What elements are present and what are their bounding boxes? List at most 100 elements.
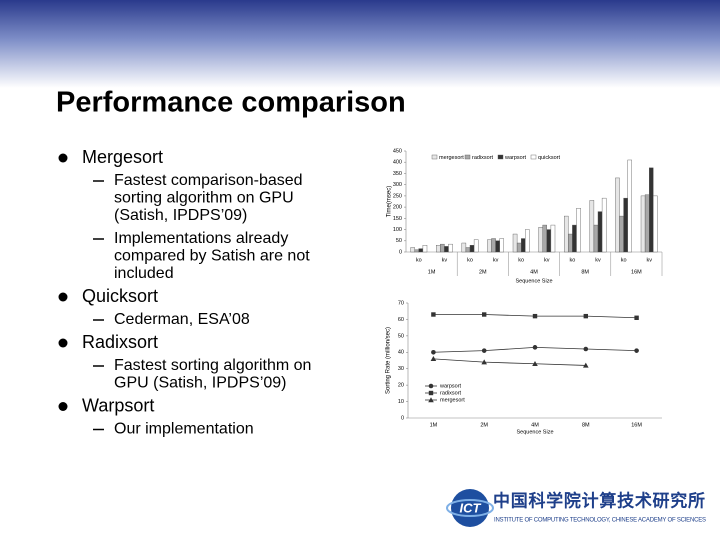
bar — [418, 248, 424, 253]
bar — [495, 240, 500, 253]
bar — [487, 239, 492, 253]
group-label: 16M — [631, 269, 642, 275]
marker — [431, 312, 436, 317]
slide-title: Performance comparison — [56, 87, 406, 119]
y-tick-label: 10 — [398, 399, 404, 405]
bar — [461, 242, 467, 253]
sub-bullet-text: Our implementation — [114, 421, 254, 438]
legend-swatch — [431, 154, 438, 160]
y-tick-label: 450 — [393, 148, 402, 154]
y-axis-label: Sorting Rate (million/sec) — [386, 327, 392, 394]
x-tick-label: 16M — [631, 422, 642, 428]
x-tick-label: kv — [595, 257, 601, 263]
marker — [583, 346, 589, 352]
marker — [430, 356, 437, 362]
bar — [623, 197, 628, 253]
legend-marker — [428, 397, 434, 403]
legend-label: mergesort — [439, 155, 464, 161]
legend-label: warpsort — [504, 155, 527, 161]
bar — [469, 245, 475, 253]
x-tick-label: kv — [493, 257, 499, 263]
chart-frame — [380, 297, 667, 439]
logo-ring — [446, 499, 494, 517]
bar — [499, 238, 504, 253]
bar — [649, 167, 654, 253]
legend-marker — [428, 383, 434, 389]
y-tick-label: 250 — [393, 193, 402, 199]
legend-swatch — [530, 154, 537, 160]
marker — [532, 360, 538, 366]
x-tick-label: ko — [621, 257, 627, 263]
x-tick-label: ko — [569, 257, 575, 263]
y-axis-label: Time(msec) — [387, 186, 393, 217]
bullet-dot — [58, 402, 68, 411]
bar — [576, 208, 581, 253]
x-tick-label: kv — [544, 257, 550, 263]
bar — [436, 245, 441, 253]
bullet-text: Warpsort — [82, 395, 154, 415]
marker — [532, 345, 538, 350]
bar — [572, 224, 577, 253]
bar — [512, 233, 518, 253]
group-label: 8M — [581, 269, 589, 275]
x-tick-label: 8M — [582, 422, 590, 428]
x-tick-label: kv — [442, 257, 448, 263]
bar — [422, 245, 428, 253]
bullet-dot — [58, 153, 68, 163]
y-tick-label: 0 — [399, 249, 402, 255]
sub-bullet-text: GPU (Satish, IPDPS’09) — [114, 375, 287, 392]
legend-marker — [428, 390, 434, 396]
y-tick-label: 40 — [398, 350, 404, 356]
sub-bullet-text: sorting algorithm on GPU — [114, 190, 294, 207]
bar — [627, 159, 632, 253]
series-line — [433, 358, 586, 366]
bar — [491, 238, 496, 253]
y-tick-label: 50 — [396, 238, 402, 244]
y-tick-label: 200 — [393, 205, 402, 211]
legend-label: radixsort — [440, 390, 462, 396]
x-axis-label: Sequence Size — [516, 278, 553, 284]
marker — [481, 359, 487, 365]
group-label: 1M — [428, 269, 436, 275]
y-tick-label: 300 — [393, 182, 402, 188]
x-tick-label: ko — [518, 257, 524, 263]
bar — [589, 200, 595, 253]
bar — [644, 194, 650, 253]
logo-emblem — [451, 489, 489, 527]
bar — [542, 224, 547, 253]
y-tick-label: 50 — [398, 333, 404, 339]
bar — [538, 227, 543, 253]
bullet-dot — [58, 338, 68, 348]
marker — [532, 313, 538, 319]
bar — [568, 233, 573, 253]
logo-mark: ICT — [460, 500, 482, 515]
bullet-text: Mergesort — [82, 147, 163, 167]
bar — [615, 177, 620, 253]
x-tick-label: ko — [467, 257, 473, 263]
logo-name: 中国科学院计算技术研究所 — [493, 490, 705, 510]
x-axis-label: Sequence Size — [517, 429, 554, 435]
bar — [444, 246, 449, 253]
bar — [597, 211, 603, 253]
bar — [410, 247, 415, 253]
marker — [583, 313, 588, 319]
bar — [564, 215, 569, 253]
sub-bullet-text: Fastest sorting algorithm on — [114, 357, 311, 374]
logo-english: INSTITUTE OF COMPUTING TECHNOLOGY, CHINE… — [494, 518, 706, 524]
y-tick-label: 20 — [398, 383, 404, 389]
legend-label: mergesort — [440, 397, 465, 403]
x-tick-label: 1M — [430, 422, 438, 428]
bar — [465, 247, 471, 253]
bar — [516, 242, 522, 253]
sub-bullet-text: Implementations already — [114, 230, 288, 247]
x-tick-label: ko — [416, 257, 422, 263]
marker — [482, 312, 487, 317]
bar — [546, 229, 552, 253]
bar — [414, 249, 420, 253]
sub-bullet-text: compared by Satish are not — [114, 248, 310, 265]
x-tick-label: kv — [646, 257, 652, 263]
y-tick-label: 400 — [393, 160, 402, 166]
bar — [448, 243, 453, 253]
bar — [525, 229, 530, 253]
x-tick-label: 4M — [531, 422, 539, 428]
